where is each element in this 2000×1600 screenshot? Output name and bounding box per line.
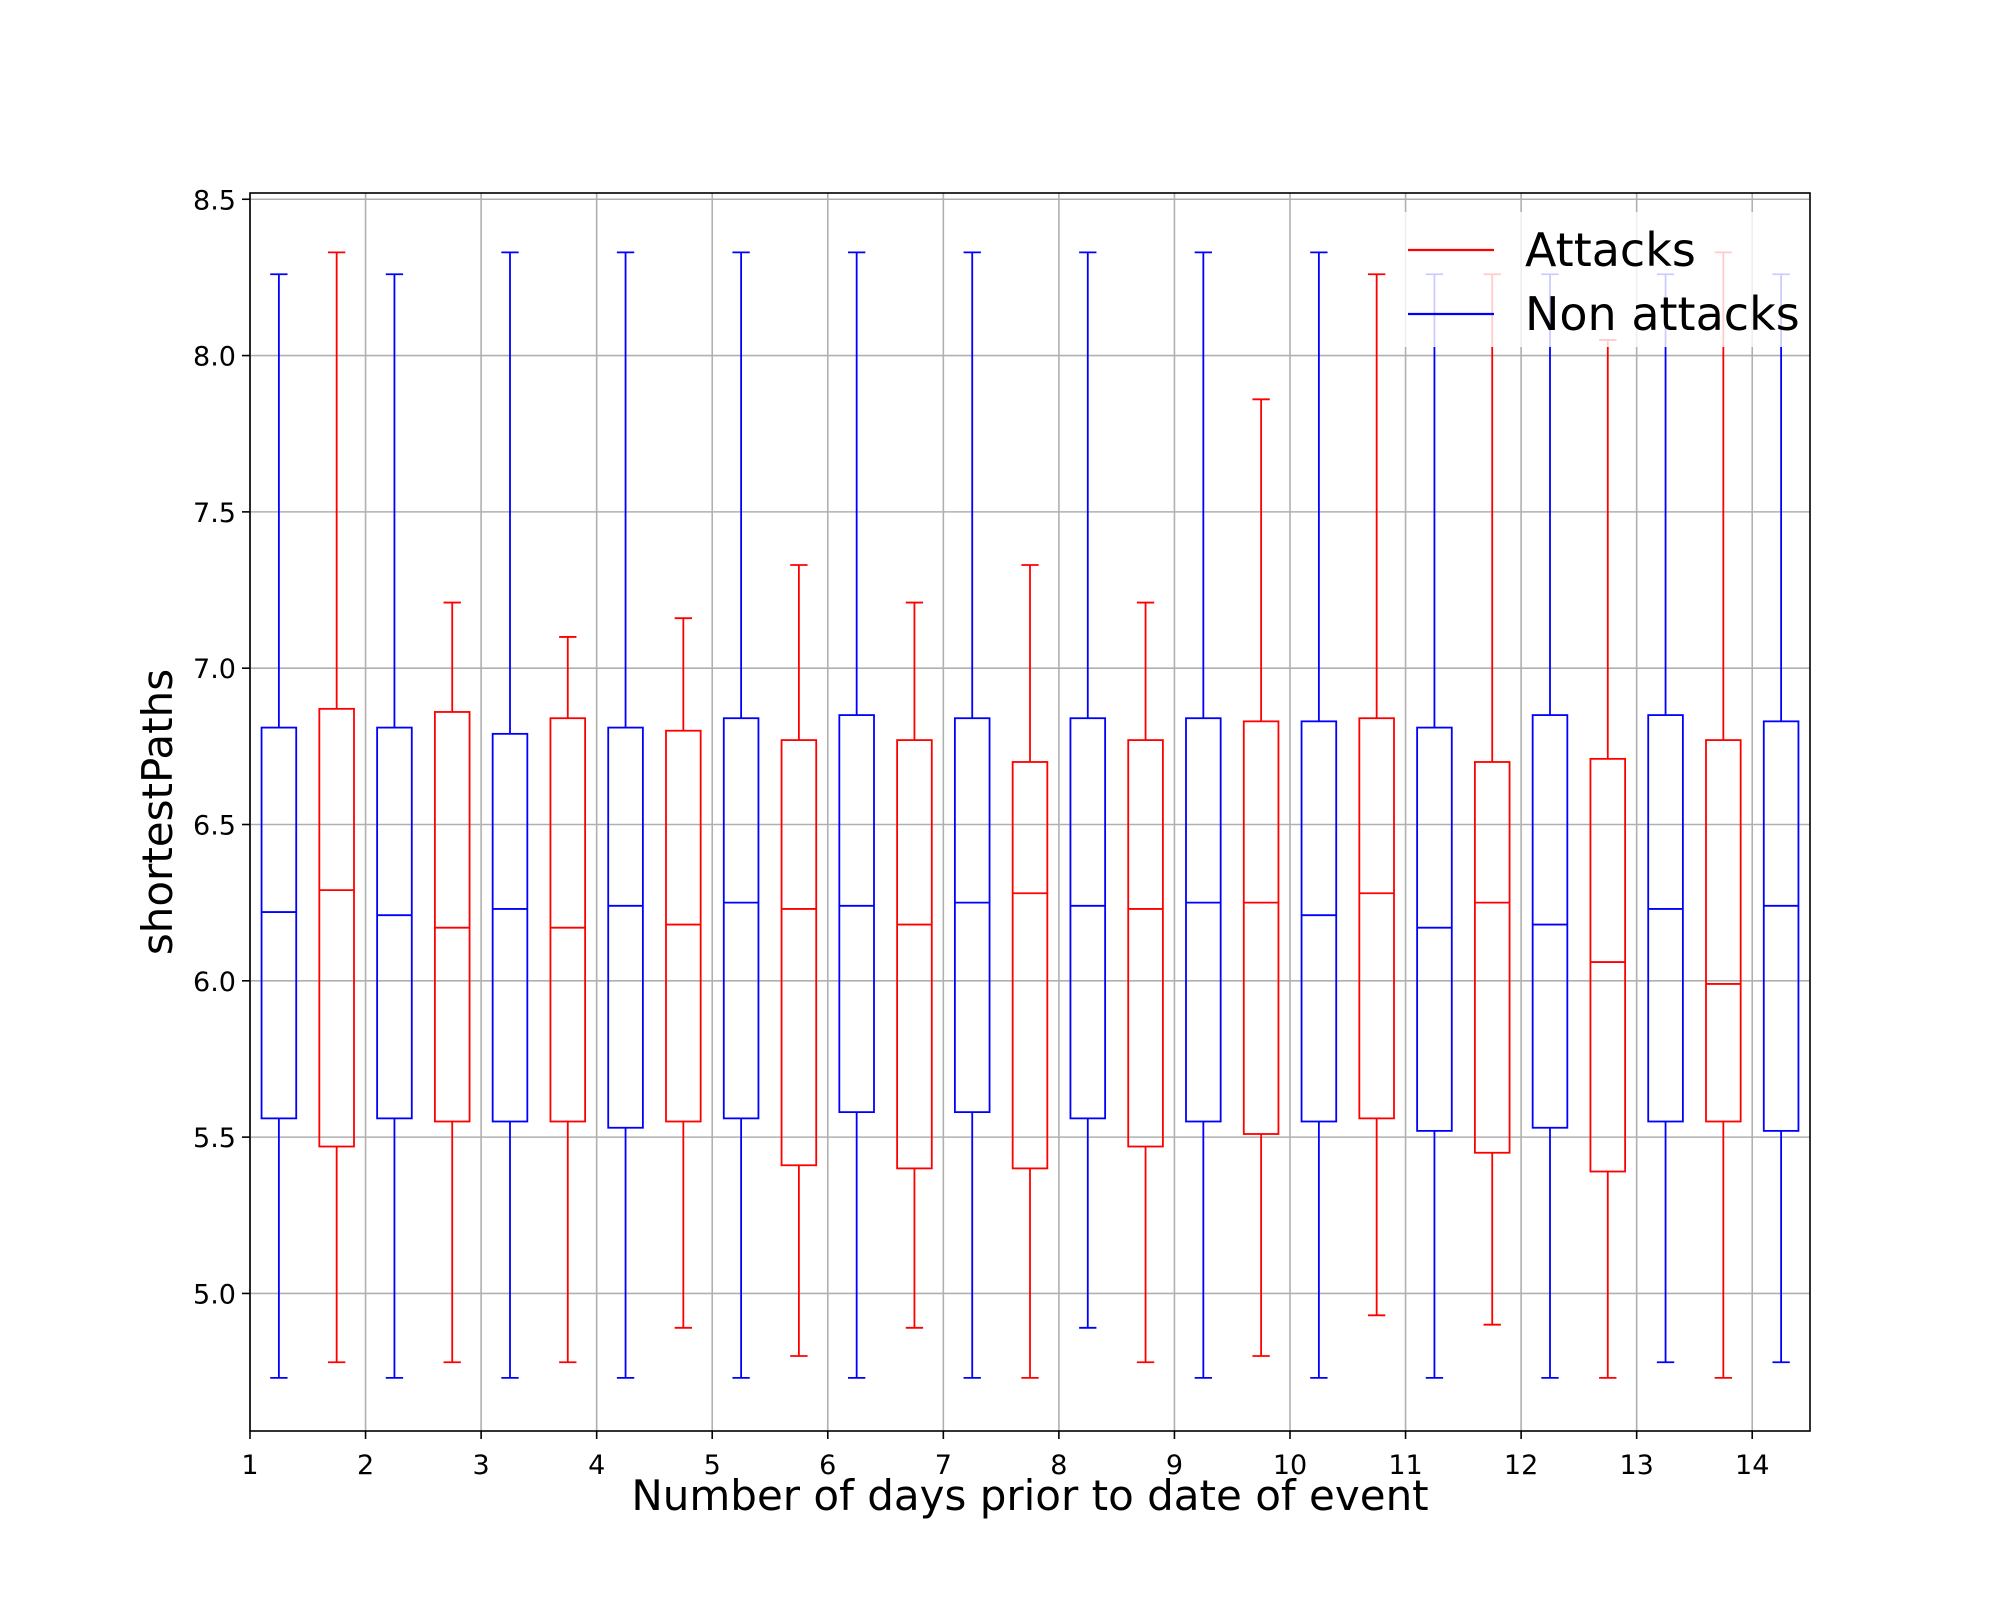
x-tick-label: 8 bbox=[1050, 1450, 1067, 1481]
x-tick-label: 10 bbox=[1273, 1450, 1307, 1481]
non-attacks-box-group bbox=[607, 251, 644, 1379]
x-tick-label: 7 bbox=[935, 1450, 952, 1481]
y-tick-label: 6.5 bbox=[193, 811, 236, 842]
attacks-box-group bbox=[549, 636, 587, 1364]
non-attacks-box-group bbox=[491, 251, 529, 1379]
non-attacks-box-group bbox=[1185, 251, 1222, 1379]
y-tick-label: 8.0 bbox=[193, 342, 236, 373]
y-tick-label: 8.5 bbox=[193, 185, 236, 216]
x-tick-label: 14 bbox=[1735, 1450, 1769, 1481]
x-tick-label: 1 bbox=[241, 1450, 258, 1481]
axis-ticks: 1 2 3 4 5 6 7 8 9 10 11 12 13 145.05.56.06.57.07.58.0… bbox=[193, 185, 1769, 1481]
x-tick-label: 13 bbox=[1619, 1450, 1653, 1481]
non-attacks-box-group bbox=[1300, 251, 1338, 1379]
non-attacks-box-group bbox=[1647, 273, 1684, 1364]
legend-background bbox=[1395, 212, 1795, 347]
boxes bbox=[260, 251, 1800, 1379]
x-axis-label: Number of days prior to date of event bbox=[631, 1471, 1428, 1520]
x-tick-label: 6 bbox=[819, 1450, 836, 1481]
non-attacks-box-group bbox=[722, 251, 760, 1379]
legend-label-attacks: Attacks bbox=[1525, 223, 1696, 277]
x-tick-label: 3 bbox=[473, 1450, 490, 1481]
attacks-box-group bbox=[780, 564, 818, 1357]
non-attacks-box-group bbox=[260, 273, 298, 1379]
non-attacks-box-group bbox=[376, 273, 413, 1379]
attacks-box-group bbox=[1242, 398, 1280, 1357]
y-tick-label: 6.0 bbox=[193, 967, 236, 998]
attacks-box-group bbox=[1127, 601, 1164, 1364]
legend-label-non-attacks: Non attacks bbox=[1525, 287, 1800, 341]
x-tick-label: 9 bbox=[1166, 1450, 1183, 1481]
attacks-box-group bbox=[896, 601, 933, 1329]
y-tick-label: 5.0 bbox=[193, 1279, 236, 1310]
non-attacks-box-group bbox=[1762, 273, 1800, 1364]
attacks-box-group bbox=[1358, 273, 1395, 1317]
x-tick-label: 4 bbox=[588, 1450, 605, 1481]
attacks-box-group bbox=[1473, 273, 1511, 1326]
attacks-box-group bbox=[433, 601, 471, 1364]
x-tick-label: 5 bbox=[704, 1450, 721, 1481]
legend: Attacks Non attacks bbox=[1395, 212, 1800, 347]
attacks-box-group bbox=[1011, 564, 1049, 1379]
x-tick-label: 2 bbox=[357, 1450, 374, 1481]
x-tick-label: 11 bbox=[1388, 1450, 1422, 1481]
non-attacks-box-group bbox=[838, 251, 875, 1379]
y-axis-label: shortestPaths bbox=[133, 669, 182, 955]
attacks-box-group bbox=[665, 617, 702, 1329]
y-tick-label: 7.5 bbox=[193, 498, 236, 529]
non-attacks-box-group bbox=[953, 251, 991, 1379]
non-attacks-box-group bbox=[1069, 251, 1107, 1329]
plot-area-frame bbox=[249, 192, 1811, 1432]
attacks-box-group bbox=[1589, 339, 1627, 1379]
attacks-box-group bbox=[318, 251, 355, 1364]
x-tick-label: 12 bbox=[1504, 1450, 1538, 1481]
y-tick-label: 5.5 bbox=[193, 1123, 236, 1154]
y-tick-label: 7.0 bbox=[193, 654, 236, 685]
